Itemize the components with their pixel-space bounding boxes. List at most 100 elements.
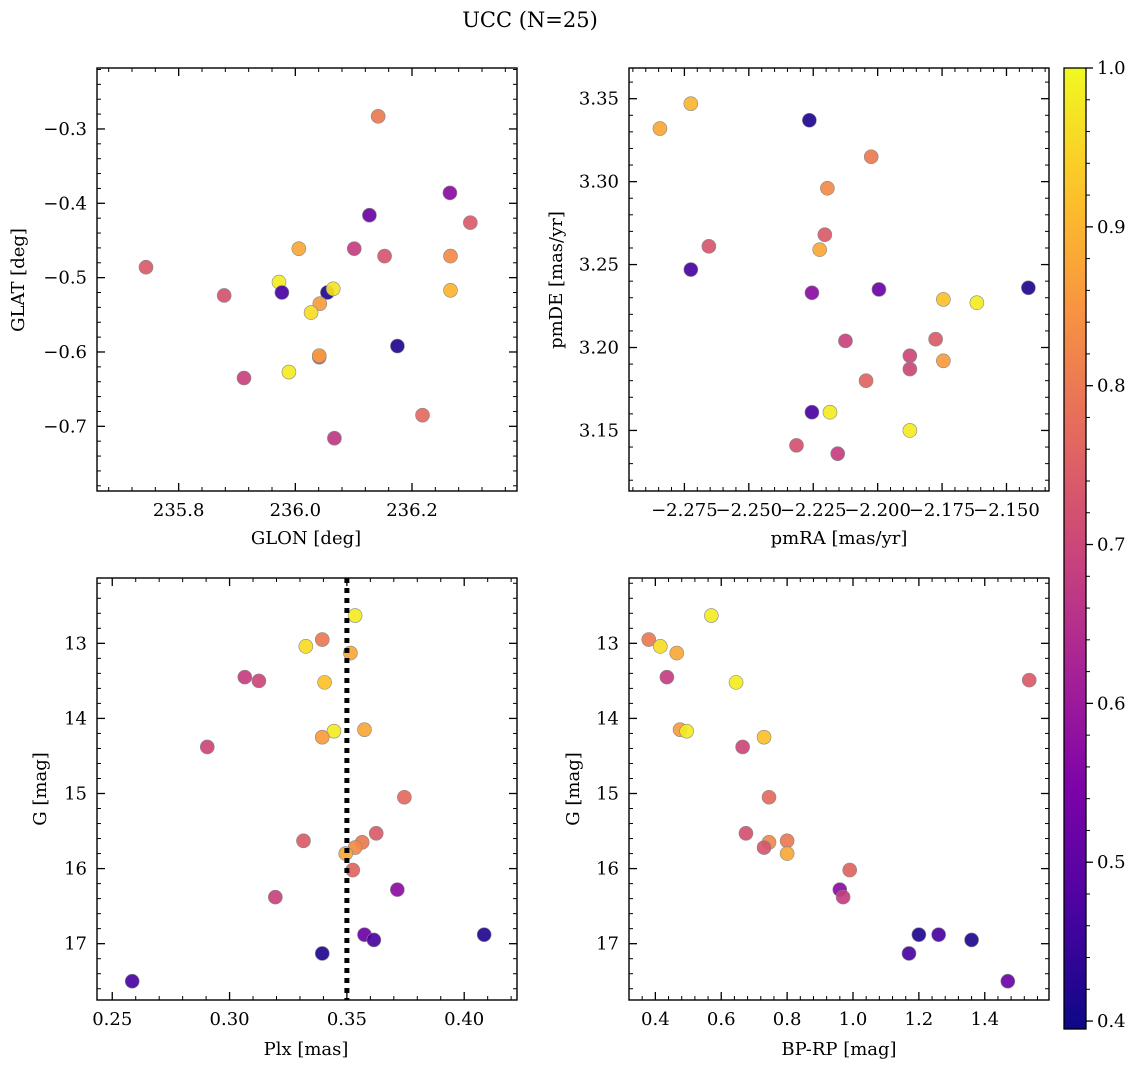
data-point <box>936 353 951 369</box>
data-point <box>902 361 918 377</box>
y-axis-label: G [mag] <box>30 752 51 825</box>
panel-glon-glat: GLON [deg] GLAT [deg] 235.8 236.0 236.2 −0.… <box>8 67 518 549</box>
data-point <box>296 833 311 849</box>
x-tick-label: 0.25 <box>92 1009 132 1030</box>
data-point <box>1000 973 1016 989</box>
data-point <box>683 262 699 277</box>
data-point <box>761 789 777 805</box>
data-point <box>327 430 342 446</box>
y-tick-label: 3.30 <box>579 172 619 193</box>
data-point <box>901 946 917 961</box>
x-tick-label: −2.225 <box>780 500 847 521</box>
data-point <box>325 281 341 297</box>
data-point <box>312 296 328 311</box>
plot-frame <box>628 67 1050 492</box>
data-point <box>756 840 772 855</box>
panel-plx-g: Plx [mas] G [mag] 0.25 0.30 0.35 0.40 13 14 15… <box>30 577 518 1060</box>
y-tick-label: 3.20 <box>579 338 619 359</box>
data-point <box>738 826 754 841</box>
x-axis-label: Plx [mas] <box>264 1039 349 1060</box>
colorbar: 0.4 0.5 0.6 0.7 0.8 0.9 1.0 <box>1063 58 1126 1032</box>
data-point <box>346 241 362 256</box>
data-point <box>362 207 377 223</box>
data-point <box>216 288 232 303</box>
data-point <box>936 292 951 307</box>
y-tick-label: −0.5 <box>43 268 87 289</box>
y-tick-label: 3.25 <box>579 255 619 276</box>
data-point <box>756 729 772 745</box>
data-point <box>390 882 405 897</box>
data-point <box>377 248 392 264</box>
colorbar-tick-label: 0.5 <box>1097 852 1126 873</box>
data-point <box>683 96 699 111</box>
data-point <box>236 370 252 386</box>
x-tick-label: 0.6 <box>707 1009 736 1030</box>
data-point <box>314 729 330 745</box>
data-point <box>789 438 804 453</box>
data-point <box>928 331 943 347</box>
data-point <box>124 973 140 989</box>
data-point <box>842 862 858 878</box>
y-tick-label: −0.7 <box>43 416 87 437</box>
x-tick-label: 0.8 <box>773 1009 802 1030</box>
x-tick-label: 1.0 <box>839 1009 868 1030</box>
data-point <box>326 723 342 739</box>
colorbar-gradient <box>1063 67 1087 1030</box>
colorbar-tick-label: 1.0 <box>1097 58 1126 79</box>
x-tick-label: 236.2 <box>386 500 438 521</box>
y-tick-label: 15 <box>596 784 619 805</box>
data-point <box>303 305 319 320</box>
colorbar-tick-label: 0.8 <box>1097 376 1126 397</box>
x-tick-label: 235.8 <box>153 500 205 521</box>
plot-frame <box>96 577 518 1001</box>
y-tick-label: −0.6 <box>43 342 87 363</box>
x-tick-label: −2.200 <box>844 500 911 521</box>
y-tick-label: 15 <box>64 784 87 805</box>
data-point <box>669 645 685 661</box>
data-point <box>931 927 946 942</box>
data-point <box>397 789 412 805</box>
data-point <box>679 723 694 739</box>
plot-frame <box>628 577 1050 1001</box>
data-point <box>704 608 719 623</box>
data-point <box>274 285 290 300</box>
y-tick-label: −0.4 <box>43 193 87 214</box>
figure-title: UCC (N=25) <box>462 8 598 32</box>
panel-pmra-pmde: pmRA [mas/yr] pmDE [mas/yr] −2.275−2.250… <box>546 67 1050 549</box>
plot-frame <box>96 67 518 492</box>
x-axis-label: BP-RP [mag] <box>781 1039 896 1060</box>
data-point <box>969 295 985 311</box>
panel-bprp-g: BP-RP [mag] G [mag] 0.4 0.6 0.8 1.0 1.2 1.4 13… <box>563 577 1050 1060</box>
y-tick-label: −0.3 <box>43 119 87 140</box>
colorbar-tick-label: 0.6 <box>1097 693 1126 714</box>
data-point <box>443 282 458 298</box>
x-tick-label: −2.250 <box>716 500 783 521</box>
data-point <box>838 333 853 349</box>
data-point <box>317 675 332 690</box>
data-point <box>1021 280 1036 296</box>
y-tick-label: 17 <box>64 934 87 955</box>
data-point <box>652 121 668 136</box>
data-point <box>314 946 330 961</box>
data-point <box>370 109 386 124</box>
y-tick-label: 16 <box>64 859 87 880</box>
data-point <box>804 404 820 420</box>
colorbar-tick-label: 0.4 <box>1097 1011 1126 1032</box>
data-point <box>366 932 382 948</box>
x-tick-label: 0.40 <box>444 1009 484 1030</box>
x-axis-label: pmRA [mas/yr] <box>771 528 908 549</box>
y-tick-label: 13 <box>596 633 619 654</box>
data-point <box>779 833 795 849</box>
colorbar-tick-label: 0.7 <box>1097 535 1126 556</box>
data-point <box>812 242 827 257</box>
data-point <box>728 675 744 690</box>
data-point <box>237 669 253 685</box>
data-point <box>835 889 851 905</box>
data-point <box>357 722 372 737</box>
data-point <box>802 112 817 128</box>
y-axis-label: GLAT [deg] <box>8 228 29 332</box>
y-tick-label: 16 <box>596 859 619 880</box>
data-point <box>652 639 668 654</box>
data-point <box>902 348 918 364</box>
